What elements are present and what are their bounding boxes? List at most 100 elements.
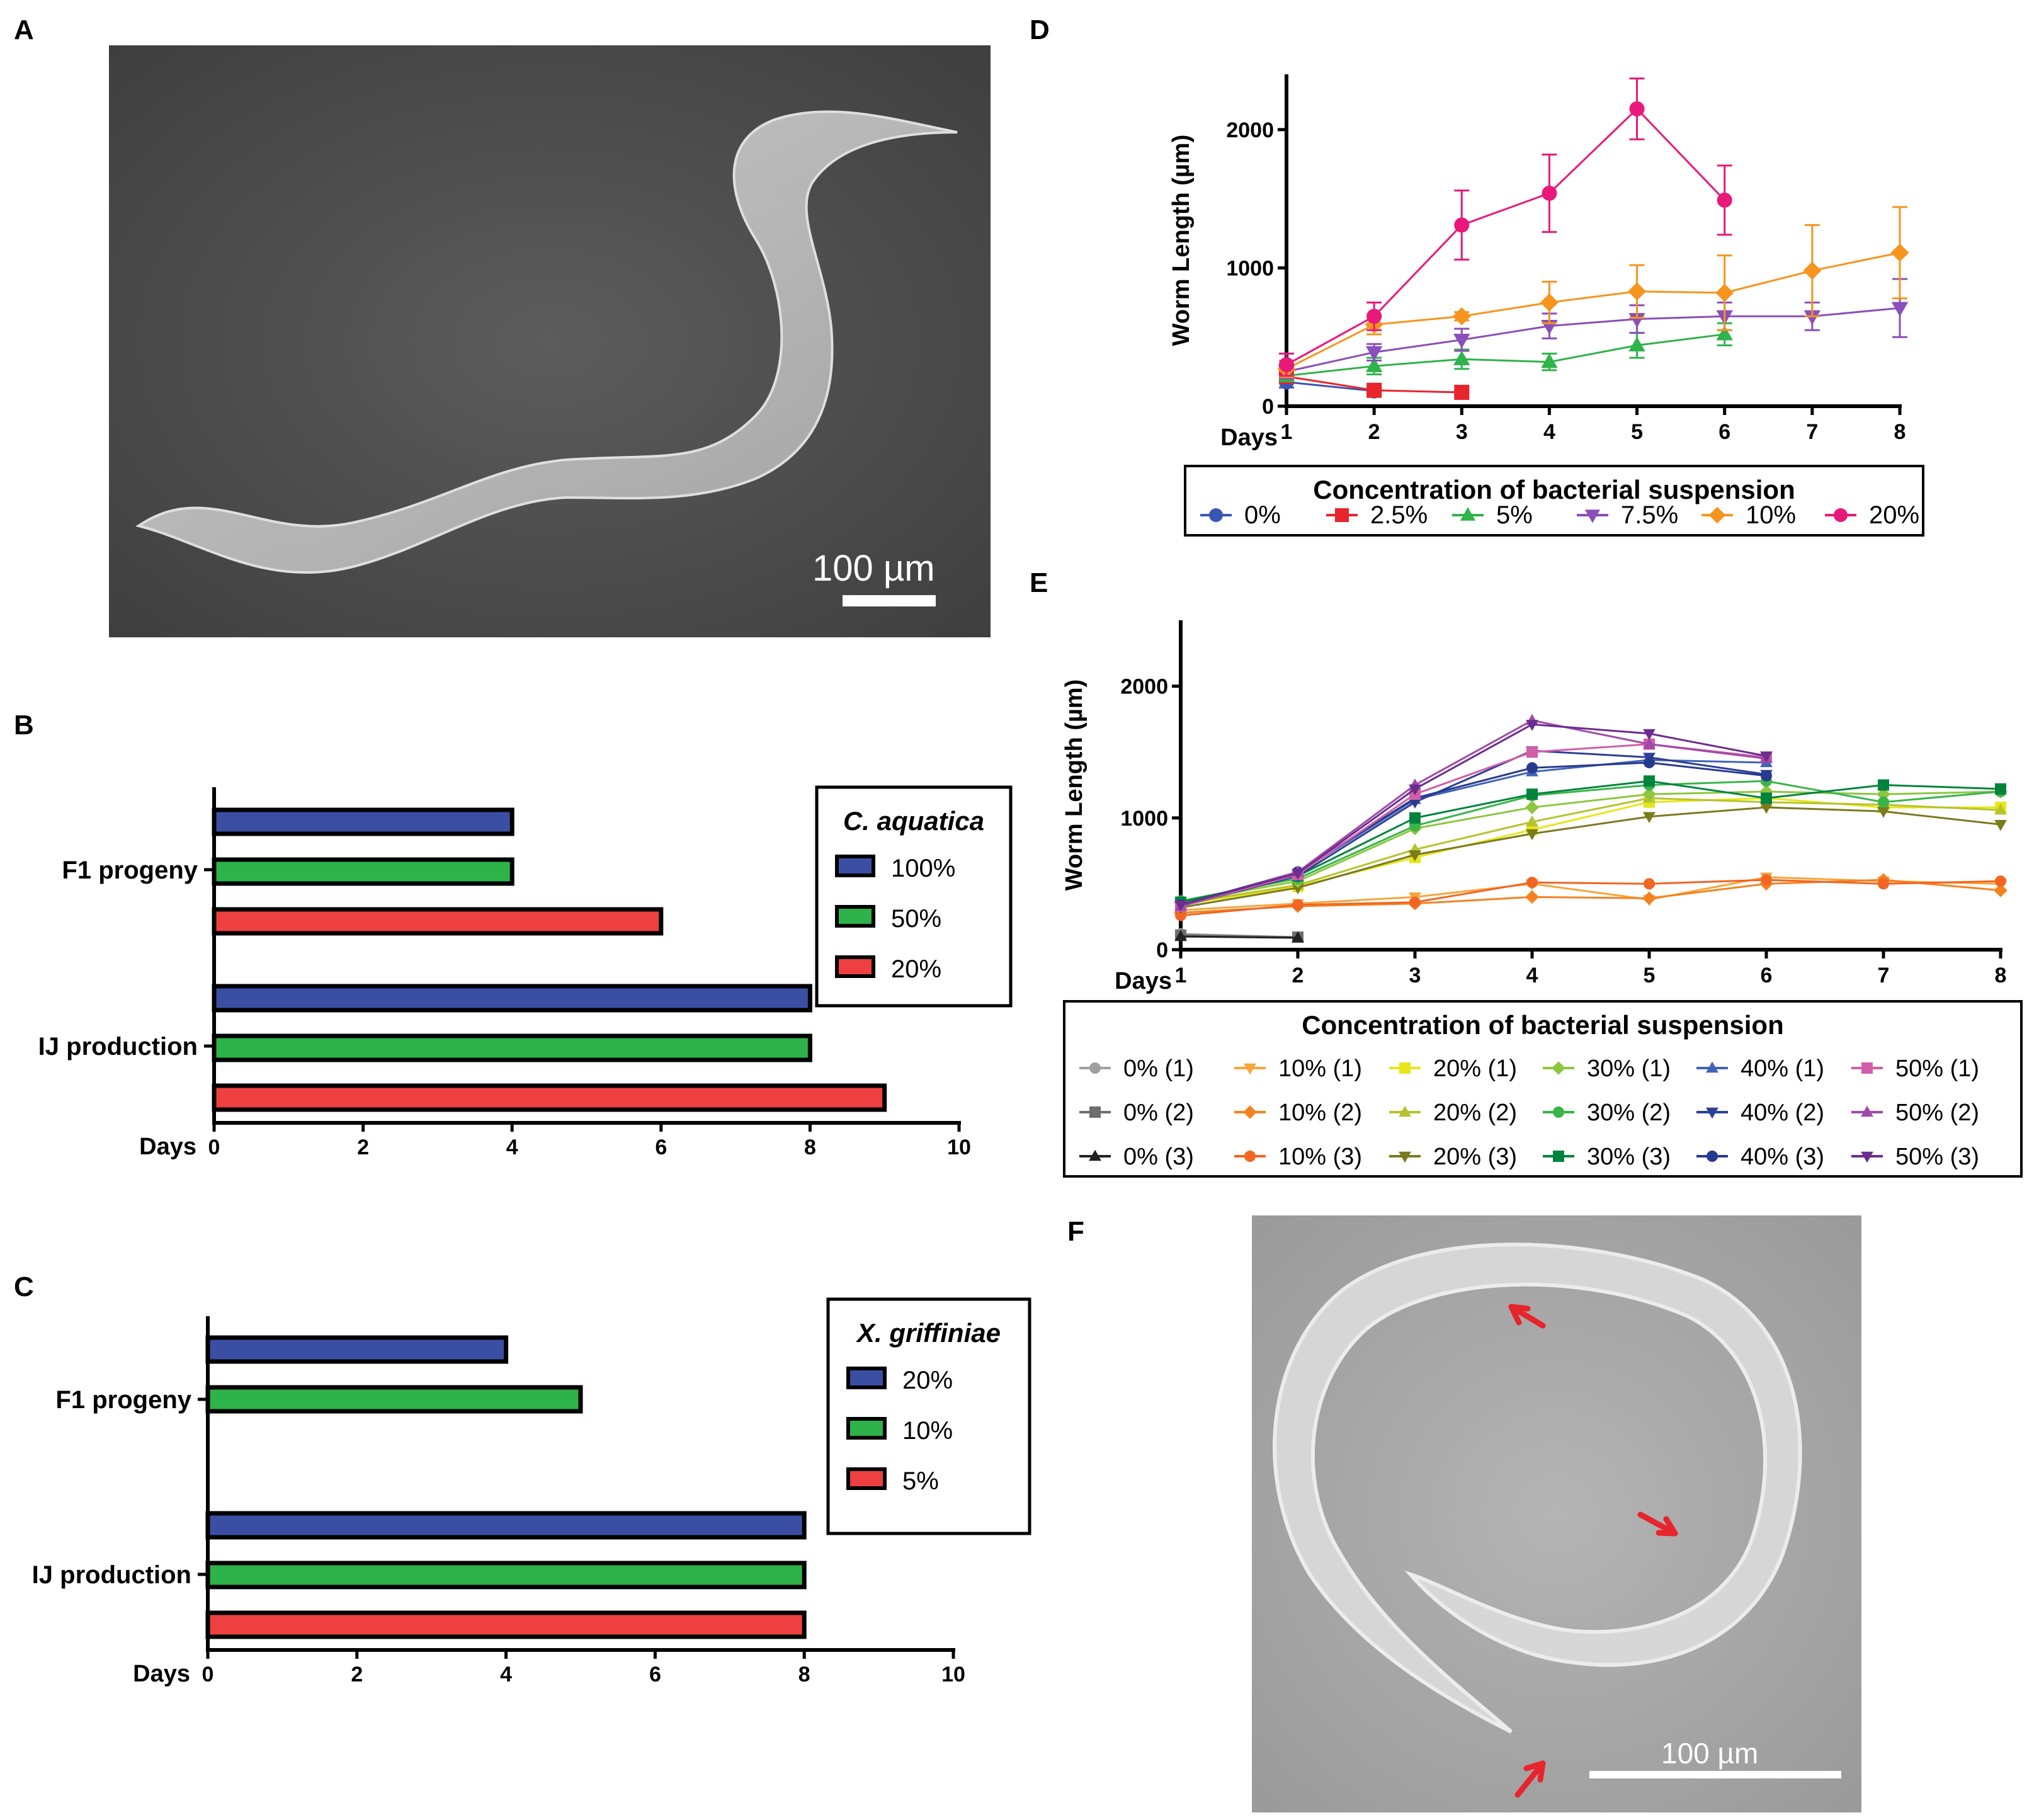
data-point (1279, 357, 1294, 373)
data-point (1717, 192, 1732, 208)
series-line (1180, 780, 2001, 904)
series-line (1286, 107, 1725, 366)
arrow-1 (1508, 1304, 1546, 1329)
series-7-5 (1278, 278, 1909, 380)
legend-label: 5% (1496, 501, 1533, 529)
series-20 (1279, 77, 1732, 377)
legend-box (1063, 1000, 2023, 1178)
legend-label: 0% (2) (1123, 1100, 1194, 1126)
legend-label: 40% (2) (1741, 1100, 1824, 1126)
legend-label: 0% (3) (1123, 1144, 1194, 1170)
x-tick-label: 4 (506, 1135, 518, 1159)
legend-label: 0% (1) (1123, 1055, 1194, 1082)
data-point (1994, 803, 2007, 815)
x-tick-label: 3 (1456, 420, 1468, 444)
legend-label: 7.5% (1621, 501, 1678, 529)
data-point (1716, 326, 1733, 341)
legend-title: Concentration of bacterial suspension (1313, 475, 1795, 504)
data-point (1644, 878, 1655, 890)
data-point (1526, 815, 1538, 827)
data-point (1526, 746, 1538, 758)
legend-marker (1553, 1106, 1564, 1118)
data-point (1540, 293, 1559, 312)
micrograph-a: 100 µm (109, 45, 991, 637)
legend-label: 20% (3) (1433, 1144, 1517, 1170)
data-point (1292, 868, 1304, 880)
series-line (1286, 251, 1900, 370)
x-tick-label: 6 (1718, 420, 1730, 444)
data-point (1642, 891, 1656, 906)
series-0-3 (1174, 930, 1304, 943)
scale-bar-label-f: 100 µm (1661, 1737, 1758, 1770)
chart-e: 0 1000 2000 1 2 3 4 5 6 7 8 Days Worm Length (µm) Con… (1061, 620, 2023, 1178)
data-point (1541, 353, 1558, 368)
x-axis-title: Days (133, 1661, 190, 1687)
scale-bar-label-a: 100 µm (812, 548, 935, 589)
legend-marker (1399, 1105, 1411, 1117)
legend-marker (1243, 1105, 1257, 1119)
data-point (1409, 784, 1421, 796)
chart-d: 0 1000 2000 1 2 3 4 5 6 7 8 Days Worm Length (µm) Con… (1168, 74, 1924, 537)
chart-b: 0 2 4 6 8 10 Days F1 progeny IJ production C. aqu… (38, 785, 1013, 1160)
legend-box (826, 1297, 1031, 1535)
x-axis-title: Days (1220, 424, 1278, 451)
series-line (1180, 879, 2001, 917)
data-point (1628, 336, 1645, 351)
data-point (1760, 802, 1773, 814)
x-tick-label: 2 (1368, 420, 1380, 444)
legend-label: 50% (3) (1895, 1144, 1979, 1170)
x-tick-label: 6 (1761, 964, 1773, 987)
data-point (1644, 775, 1655, 787)
y-category-label: F1 progeny (62, 856, 198, 884)
legend-title: X. griffiniae (856, 1318, 1001, 1348)
data-point (1642, 787, 1656, 801)
x-tick-label: 5 (1631, 420, 1643, 444)
legend-label: 10% (1) (1278, 1055, 1362, 1082)
series-line (1180, 719, 1767, 907)
legend-marker (1861, 1062, 1873, 1074)
y-tick-label: 0 (1262, 395, 1274, 419)
legend-label: 10% (1746, 501, 1796, 529)
series-line (1180, 797, 2001, 905)
x-tick-label: 4 (1526, 964, 1538, 987)
legend-swatch (835, 855, 875, 877)
legend-marker (1834, 508, 1848, 522)
data-point (1526, 829, 1538, 841)
y-tick-label: 0 (1156, 938, 1168, 962)
x-tick-label: 1 (1175, 964, 1187, 987)
arrow-2 (1637, 1511, 1678, 1537)
x-tick-label: 8 (798, 1663, 810, 1686)
y-axis-title: Worm Length (µm) (1061, 680, 1088, 891)
y-tick-label: 2000 (1226, 118, 1274, 142)
x-axis-title: Days (139, 1134, 196, 1160)
data-point (1628, 282, 1646, 301)
data-point (1994, 820, 2007, 831)
legend-marker (1460, 507, 1476, 521)
x-tick-label: 10 (947, 1135, 971, 1159)
bar-f1-progeny-100 (212, 807, 514, 836)
x-tick-label: 6 (649, 1663, 661, 1686)
worm-body-a (135, 110, 958, 574)
data-point (1995, 783, 2006, 795)
bar-ij-production-20 (205, 1511, 807, 1540)
x-tick-label: 2 (357, 1135, 369, 1159)
legend-marker (1209, 508, 1223, 522)
data-point (1878, 878, 1889, 890)
data-point (1366, 382, 1382, 398)
x-tick-label: 2 (1292, 964, 1304, 987)
legend-marker (1553, 1151, 1564, 1162)
legend-label: 30% (1) (1587, 1055, 1671, 1082)
series-line (1180, 790, 2001, 904)
data-point (1526, 720, 1538, 731)
data-point (1878, 796, 1889, 808)
data-point (1644, 756, 1655, 768)
micrograph-f: 100 µm (1252, 1215, 1861, 1812)
series-line (1180, 749, 1767, 907)
x-tick-label: 5 (1644, 964, 1656, 987)
series-line (1286, 381, 1375, 392)
data-point (1174, 900, 1187, 912)
series-50-3 (1174, 720, 1773, 912)
bar-ij-production-5 (205, 1610, 807, 1639)
series-line (1180, 723, 1767, 906)
